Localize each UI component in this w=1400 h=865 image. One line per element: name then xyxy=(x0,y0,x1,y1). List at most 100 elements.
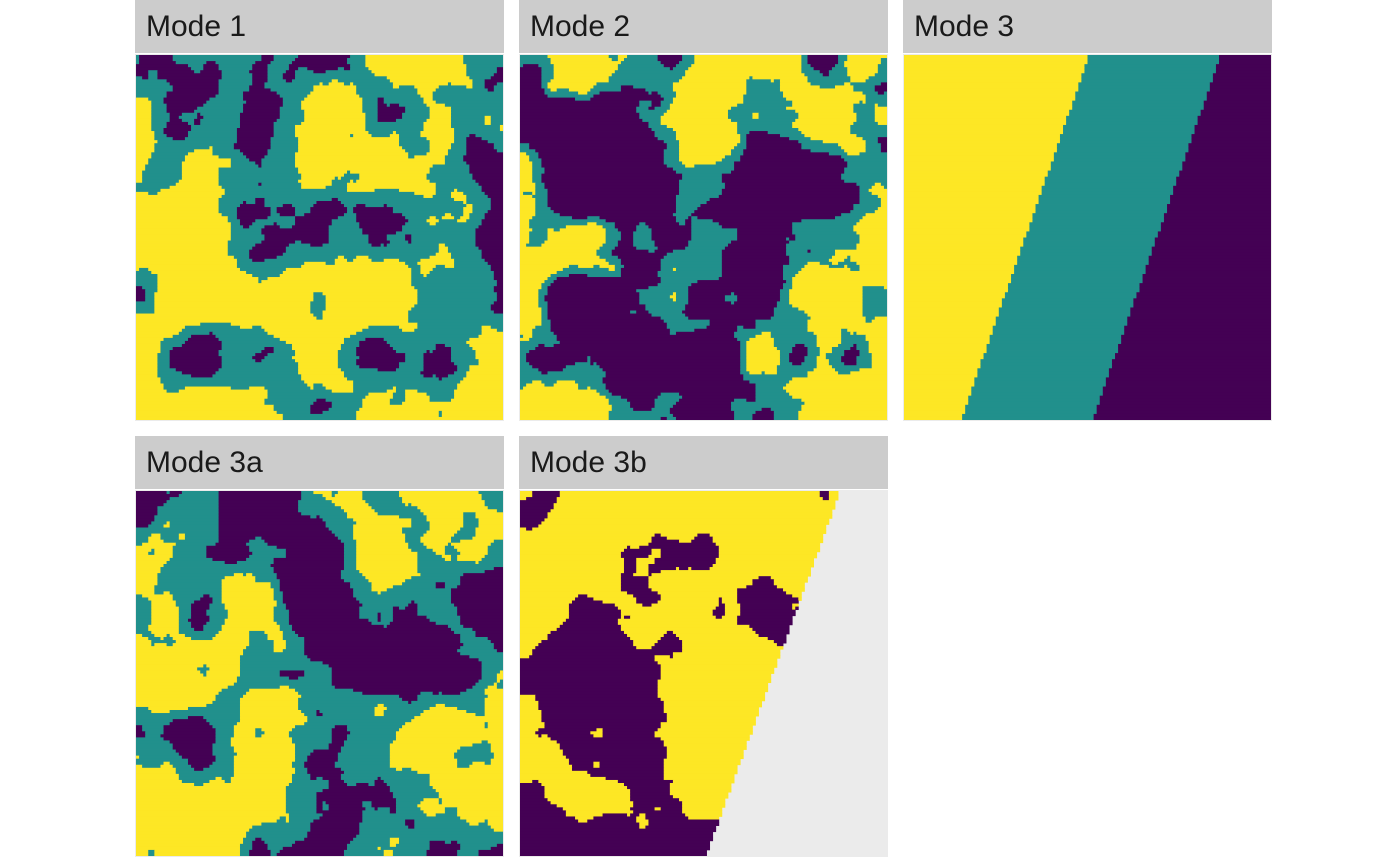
heatmap-cell-run xyxy=(496,685,503,690)
heatmap-cell-run xyxy=(469,822,479,826)
heatmap-cell-run xyxy=(636,646,652,650)
heatmap-cell-run xyxy=(663,161,683,165)
heatmap-cell-run xyxy=(786,249,808,254)
heatmap-cell-run xyxy=(212,725,235,729)
heatmap-cell-run xyxy=(466,201,492,205)
heatmap-cell-run xyxy=(316,316,323,321)
heatmap-cell-run xyxy=(466,688,486,693)
heatmap-cell-run xyxy=(672,652,781,656)
heatmap-cell-run xyxy=(538,292,548,296)
heatmap-cell-run xyxy=(405,539,421,544)
heatmap-cell-run xyxy=(136,201,219,205)
heatmap-cell-run xyxy=(679,798,726,802)
heatmap-cell-run xyxy=(347,185,437,190)
heatmap-cell-run xyxy=(136,588,155,592)
heatmap-cell-run xyxy=(298,703,379,708)
heatmap-cell-run xyxy=(490,746,503,750)
heatmap-cell-run xyxy=(654,106,671,111)
heatmap-cell-run xyxy=(1044,179,1177,184)
heatmap-cell-run xyxy=(350,55,366,59)
heatmap-cell-run xyxy=(691,228,738,232)
heatmap-cell-run xyxy=(136,383,164,387)
heatmap-cell-run xyxy=(633,810,683,814)
heatmap-cell-run xyxy=(194,600,213,604)
heatmap-cell-run xyxy=(779,85,821,89)
heatmap-cell-run xyxy=(792,124,851,129)
heatmap-cell-run xyxy=(426,137,455,141)
heatmap-cell-run xyxy=(273,649,284,653)
heatmap-cell-run xyxy=(746,134,781,138)
heatmap-cell-run xyxy=(682,801,726,805)
heatmap-cell-run xyxy=(636,567,649,571)
heatmap-cell-run xyxy=(276,410,311,415)
heatmap-cell-run xyxy=(520,316,542,321)
heatmap-cell-run xyxy=(568,606,619,611)
heatmap-cell-run xyxy=(904,395,969,400)
heatmap-cell-run xyxy=(1011,274,1143,278)
heatmap-cell-run xyxy=(420,270,430,275)
heatmap-cell-run xyxy=(136,225,232,229)
heatmap-cell-run xyxy=(203,783,290,787)
heatmap-cell-run xyxy=(267,843,293,848)
heatmap-cell-run xyxy=(639,301,689,305)
heatmap-cell-run xyxy=(136,121,152,126)
heatmap-cell-run xyxy=(1099,395,1271,400)
heatmap-cell-run xyxy=(490,542,503,547)
heatmap-cell-run xyxy=(633,237,652,241)
heatmap-cell-run xyxy=(328,228,363,232)
heatmap-cell-run xyxy=(608,76,683,80)
heatmap-cell-run xyxy=(136,143,155,147)
heatmap-cell-run xyxy=(383,849,394,854)
heatmap-cell-run xyxy=(819,70,830,74)
heatmap-cell-run xyxy=(520,267,564,272)
heatmap-cell-run xyxy=(270,582,281,586)
heatmap-cell-run xyxy=(402,112,430,117)
heatmap-cell-run xyxy=(160,380,305,384)
heatmap-cell-run xyxy=(651,103,662,108)
heatmap-cell-run xyxy=(411,307,492,311)
heatmap-cell-run xyxy=(639,295,671,299)
heatmap-cell-run xyxy=(672,167,735,171)
heatmap-cell-run xyxy=(438,246,449,251)
heatmap-cell-run xyxy=(541,307,548,311)
heatmap-cell-run xyxy=(136,749,177,753)
heatmap-cell-run xyxy=(178,621,192,626)
heatmap-cell-run xyxy=(136,234,232,238)
heatmap-cell-run xyxy=(520,591,628,595)
heatmap-cell-run xyxy=(1111,362,1271,366)
heatmap-cell-run xyxy=(362,813,427,817)
heatmap-cell-run xyxy=(291,740,333,744)
heatmap-cell-run xyxy=(178,389,268,394)
heatmap-cell-run xyxy=(313,491,333,495)
heatmap-cell-run xyxy=(770,334,818,339)
heatmap-cell-run xyxy=(298,691,363,696)
heatmap-cell-run xyxy=(151,603,177,607)
heatmap-cell-run xyxy=(773,640,787,644)
heatmap-cell-run xyxy=(541,85,548,89)
heatmap-cell-run xyxy=(675,298,689,302)
heatmap-cell-run xyxy=(520,292,539,296)
heatmap-cell-run xyxy=(340,570,360,574)
heatmap-cell-run xyxy=(1173,191,1271,196)
heatmap-cell-run xyxy=(194,627,204,632)
heatmap-cell-run xyxy=(850,124,887,129)
heatmap-cell-run xyxy=(353,82,394,86)
heatmap-cell-run xyxy=(151,270,247,275)
heatmap-cell-run xyxy=(731,301,735,305)
heatmap-cell-run xyxy=(187,716,204,720)
heatmap-cell-run xyxy=(565,813,603,817)
heatmap-cell-run xyxy=(166,121,189,126)
heatmap-cell-run xyxy=(392,612,418,617)
heatmap-cell-run xyxy=(904,197,1039,202)
heatmap-cell-run xyxy=(227,609,275,614)
heatmap-cell-run xyxy=(611,249,649,254)
heatmap-cell-run xyxy=(163,131,189,135)
heatmap-cell-run xyxy=(718,545,821,550)
heatmap-cell-run xyxy=(675,137,741,141)
heatmap-cell-run xyxy=(850,131,887,135)
heatmap-cell-run xyxy=(844,179,887,184)
heatmap-cell-run xyxy=(163,637,174,641)
heatmap-cell-run xyxy=(356,834,503,839)
heatmap-cell-run xyxy=(377,103,388,108)
heatmap-cell-run xyxy=(654,398,680,403)
